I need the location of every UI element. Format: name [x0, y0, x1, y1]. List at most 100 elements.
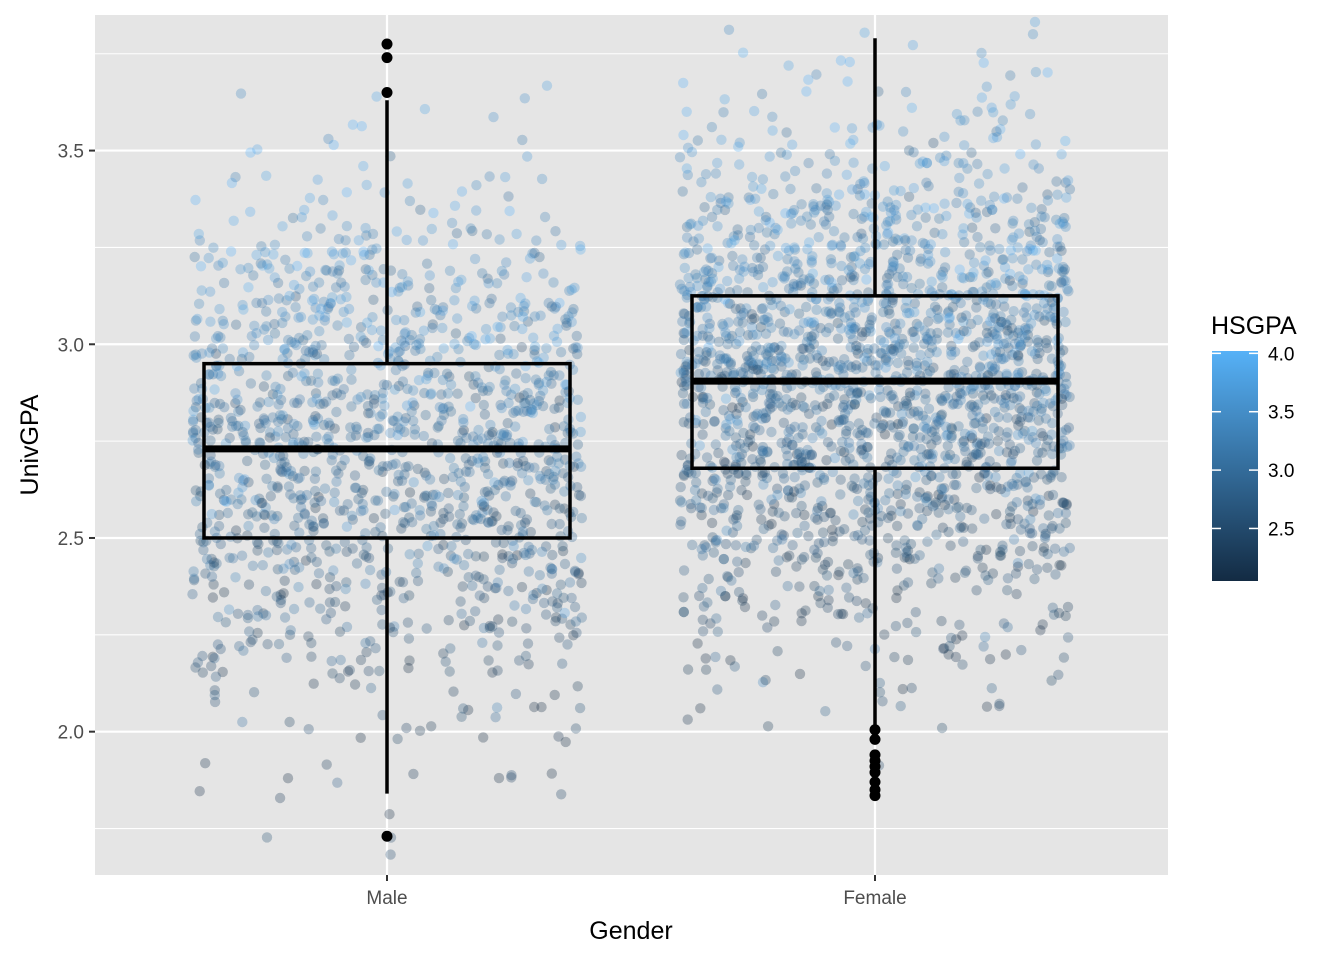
data-point: [983, 438, 995, 449]
data-point: [1005, 245, 1016, 256]
data-point: [997, 540, 1008, 551]
data-point: [747, 454, 758, 465]
data-point: [193, 228, 204, 240]
data-point: [189, 331, 201, 342]
data-point: [698, 601, 710, 612]
data-point: [883, 356, 894, 367]
data-point: [349, 679, 361, 690]
data-point: [991, 509, 1002, 520]
data-point: [802, 331, 814, 342]
data-point: [353, 494, 364, 505]
data-point: [835, 240, 846, 251]
data-point: [469, 253, 481, 265]
data-point: [994, 550, 1006, 561]
data-point: [921, 423, 932, 435]
data-point: [936, 394, 948, 406]
data-point: [921, 331, 932, 343]
data-point: [500, 491, 511, 502]
data-point: [269, 272, 280, 283]
data-point: [258, 413, 269, 424]
data-point: [396, 281, 408, 293]
data-point: [850, 364, 862, 375]
data-point: [728, 514, 739, 525]
data-point: [1016, 367, 1028, 378]
data-point: [363, 456, 374, 467]
data-point: [695, 302, 707, 313]
data-point: [835, 241, 847, 252]
data-point: [303, 724, 314, 735]
data-point: [547, 549, 558, 561]
data-point: [699, 266, 710, 278]
data-point: [823, 322, 835, 334]
data-point: [292, 473, 304, 484]
data-point: [722, 468, 733, 479]
data-point: [782, 254, 793, 265]
data-point: [764, 346, 775, 357]
data-point: [951, 197, 962, 209]
data-point: [803, 157, 814, 169]
data-point: [319, 483, 331, 494]
data-point: [556, 613, 568, 624]
data-point: [1031, 231, 1042, 242]
data-point: [856, 228, 867, 239]
data-point: [930, 497, 941, 508]
data-point: [804, 273, 815, 284]
data-point: [865, 393, 877, 404]
data-point: [284, 290, 295, 302]
data-point: [752, 364, 763, 375]
data-point: [523, 475, 534, 486]
data-point: [961, 502, 973, 514]
data-point: [772, 489, 783, 501]
data-point: [700, 264, 712, 275]
data-point: [346, 401, 357, 412]
data-point: [323, 431, 334, 442]
data-point: [555, 579, 566, 590]
data-point: [793, 308, 805, 319]
data-point: [922, 491, 933, 502]
data-point: [817, 527, 829, 538]
data-point: [376, 590, 387, 601]
data-point: [468, 514, 480, 526]
data-point: [554, 370, 565, 381]
data-point: [218, 494, 230, 506]
data-point: [845, 252, 857, 263]
data-point: [309, 419, 320, 430]
data-point: [767, 506, 778, 517]
data-point: [893, 342, 904, 353]
data-point: [864, 390, 875, 401]
data-point: [290, 302, 301, 313]
data-point: [983, 266, 994, 278]
data-point: [944, 449, 956, 461]
data-point: [412, 463, 424, 475]
data-point: [317, 513, 329, 524]
data-point: [437, 403, 449, 415]
data-point: [919, 360, 930, 371]
data-point: [895, 700, 906, 712]
outlier-point: [869, 776, 881, 788]
data-point: [829, 452, 841, 464]
data-point: [701, 452, 713, 463]
data-point: [368, 513, 380, 524]
data-point: [976, 47, 987, 59]
data-point: [436, 389, 447, 400]
data-point: [1034, 235, 1046, 246]
data-point: [723, 317, 734, 328]
data-point: [967, 388, 979, 399]
data-point: [819, 536, 830, 548]
data-point: [307, 414, 319, 426]
data-point: [835, 489, 846, 500]
data-point: [677, 388, 689, 399]
data-point: [984, 384, 995, 395]
data-point: [1060, 316, 1071, 328]
data-point: [981, 282, 992, 293]
data-point: [679, 285, 690, 297]
data-point: [783, 60, 794, 71]
data-point: [718, 353, 730, 364]
data-point: [343, 303, 355, 315]
data-point: [734, 273, 745, 284]
data-point: [491, 511, 502, 522]
data-point: [364, 459, 375, 470]
data-point: [863, 494, 874, 505]
data-point: [306, 651, 317, 662]
data-point: [366, 324, 378, 336]
